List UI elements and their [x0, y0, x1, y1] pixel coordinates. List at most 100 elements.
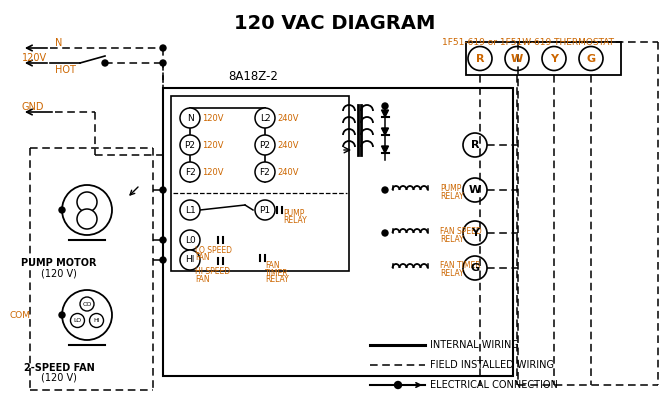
Text: 240V: 240V [277, 140, 299, 150]
Text: P2: P2 [184, 140, 196, 150]
Text: TIMER: TIMER [265, 269, 289, 277]
Circle shape [505, 47, 529, 70]
Circle shape [77, 209, 97, 229]
Circle shape [59, 207, 65, 213]
Text: 240V: 240V [277, 114, 299, 122]
Bar [171, 96, 349, 271]
Polygon shape [381, 128, 389, 135]
Polygon shape [381, 146, 389, 153]
Text: INTERNAL WIRING: INTERNAL WIRING [430, 340, 519, 350]
Text: Y: Y [550, 54, 558, 64]
Circle shape [463, 256, 487, 280]
Text: R: R [476, 54, 484, 64]
Text: F2: F2 [260, 168, 271, 176]
Text: 120 VAC DIAGRAM: 120 VAC DIAGRAM [234, 14, 436, 33]
Text: (120 V): (120 V) [41, 373, 77, 383]
Text: PUMP: PUMP [440, 184, 462, 192]
Text: G: G [470, 263, 480, 273]
Circle shape [102, 60, 108, 66]
Text: RELAY: RELAY [283, 215, 307, 225]
Circle shape [579, 47, 603, 70]
Text: HI: HI [186, 256, 195, 264]
Text: L0: L0 [185, 235, 196, 245]
Text: LO: LO [73, 318, 82, 323]
Text: RELAY: RELAY [440, 235, 464, 243]
Text: LO SPEED: LO SPEED [195, 246, 232, 254]
Circle shape [90, 313, 104, 328]
Text: (120 V): (120 V) [41, 268, 77, 278]
Text: RELAY: RELAY [440, 269, 464, 279]
Circle shape [180, 135, 200, 155]
Circle shape [160, 60, 166, 66]
Text: 120V: 120V [202, 114, 224, 122]
Text: 8A18Z-2: 8A18Z-2 [228, 70, 278, 83]
Circle shape [180, 108, 200, 128]
Text: 2-SPEED FAN: 2-SPEED FAN [23, 363, 94, 373]
Circle shape [59, 312, 65, 318]
Text: G: G [586, 54, 596, 64]
Circle shape [180, 250, 200, 270]
Circle shape [180, 200, 200, 220]
Circle shape [160, 187, 166, 193]
Text: CO: CO [82, 302, 92, 307]
Text: L2: L2 [260, 114, 270, 122]
Circle shape [382, 187, 388, 193]
Text: P2: P2 [259, 140, 271, 150]
Text: HI SPEED: HI SPEED [195, 267, 230, 277]
Circle shape [160, 237, 166, 243]
Text: FAN SPEED: FAN SPEED [440, 227, 482, 235]
Polygon shape [381, 110, 389, 117]
Text: 1F51-619 or 1F51W-619 THERMOSTAT: 1F51-619 or 1F51W-619 THERMOSTAT [442, 38, 614, 47]
Circle shape [255, 200, 275, 220]
Text: COM: COM [9, 310, 30, 320]
Text: 120V: 120V [202, 140, 224, 150]
Circle shape [70, 313, 84, 328]
Circle shape [463, 178, 487, 202]
Text: F2: F2 [185, 168, 196, 176]
Text: PUMP MOTOR: PUMP MOTOR [21, 258, 96, 268]
Circle shape [62, 290, 112, 340]
Text: W: W [511, 54, 523, 64]
Text: HOT: HOT [55, 65, 76, 75]
Text: W: W [469, 185, 481, 195]
Circle shape [160, 257, 166, 263]
Bar [163, 88, 513, 376]
Text: 240V: 240V [277, 168, 299, 176]
Text: 120V: 120V [202, 168, 224, 176]
Bar [466, 42, 621, 75]
Text: ELECTRICAL CONNECTION: ELECTRICAL CONNECTION [430, 380, 558, 390]
Circle shape [382, 103, 388, 109]
Text: PUMP: PUMP [283, 209, 304, 217]
Circle shape [542, 47, 566, 70]
Circle shape [80, 297, 94, 311]
Text: N: N [55, 38, 62, 48]
Circle shape [180, 162, 200, 182]
Text: RELAY: RELAY [265, 276, 289, 285]
Text: Y: Y [471, 228, 479, 238]
Text: FAN: FAN [195, 253, 210, 261]
Circle shape [77, 192, 97, 212]
Circle shape [255, 162, 275, 182]
Circle shape [62, 185, 112, 235]
Text: FAN TIMER: FAN TIMER [440, 261, 480, 271]
Circle shape [180, 230, 200, 250]
Text: 120V: 120V [22, 53, 47, 63]
Circle shape [160, 45, 166, 51]
Text: FIELD INSTALLED WIRING: FIELD INSTALLED WIRING [430, 360, 554, 370]
Text: N: N [187, 114, 194, 122]
Text: RELAY: RELAY [440, 191, 464, 201]
Circle shape [395, 382, 401, 388]
Circle shape [468, 47, 492, 70]
Text: R: R [471, 140, 479, 150]
Circle shape [463, 221, 487, 245]
Text: HI: HI [93, 318, 100, 323]
Text: P1: P1 [259, 205, 271, 215]
Text: L1: L1 [185, 205, 196, 215]
Circle shape [255, 108, 275, 128]
Circle shape [382, 230, 388, 236]
Circle shape [255, 135, 275, 155]
Circle shape [463, 133, 487, 157]
Text: FAN: FAN [265, 261, 279, 271]
Text: GND: GND [22, 102, 44, 112]
Text: FAN: FAN [195, 274, 210, 284]
